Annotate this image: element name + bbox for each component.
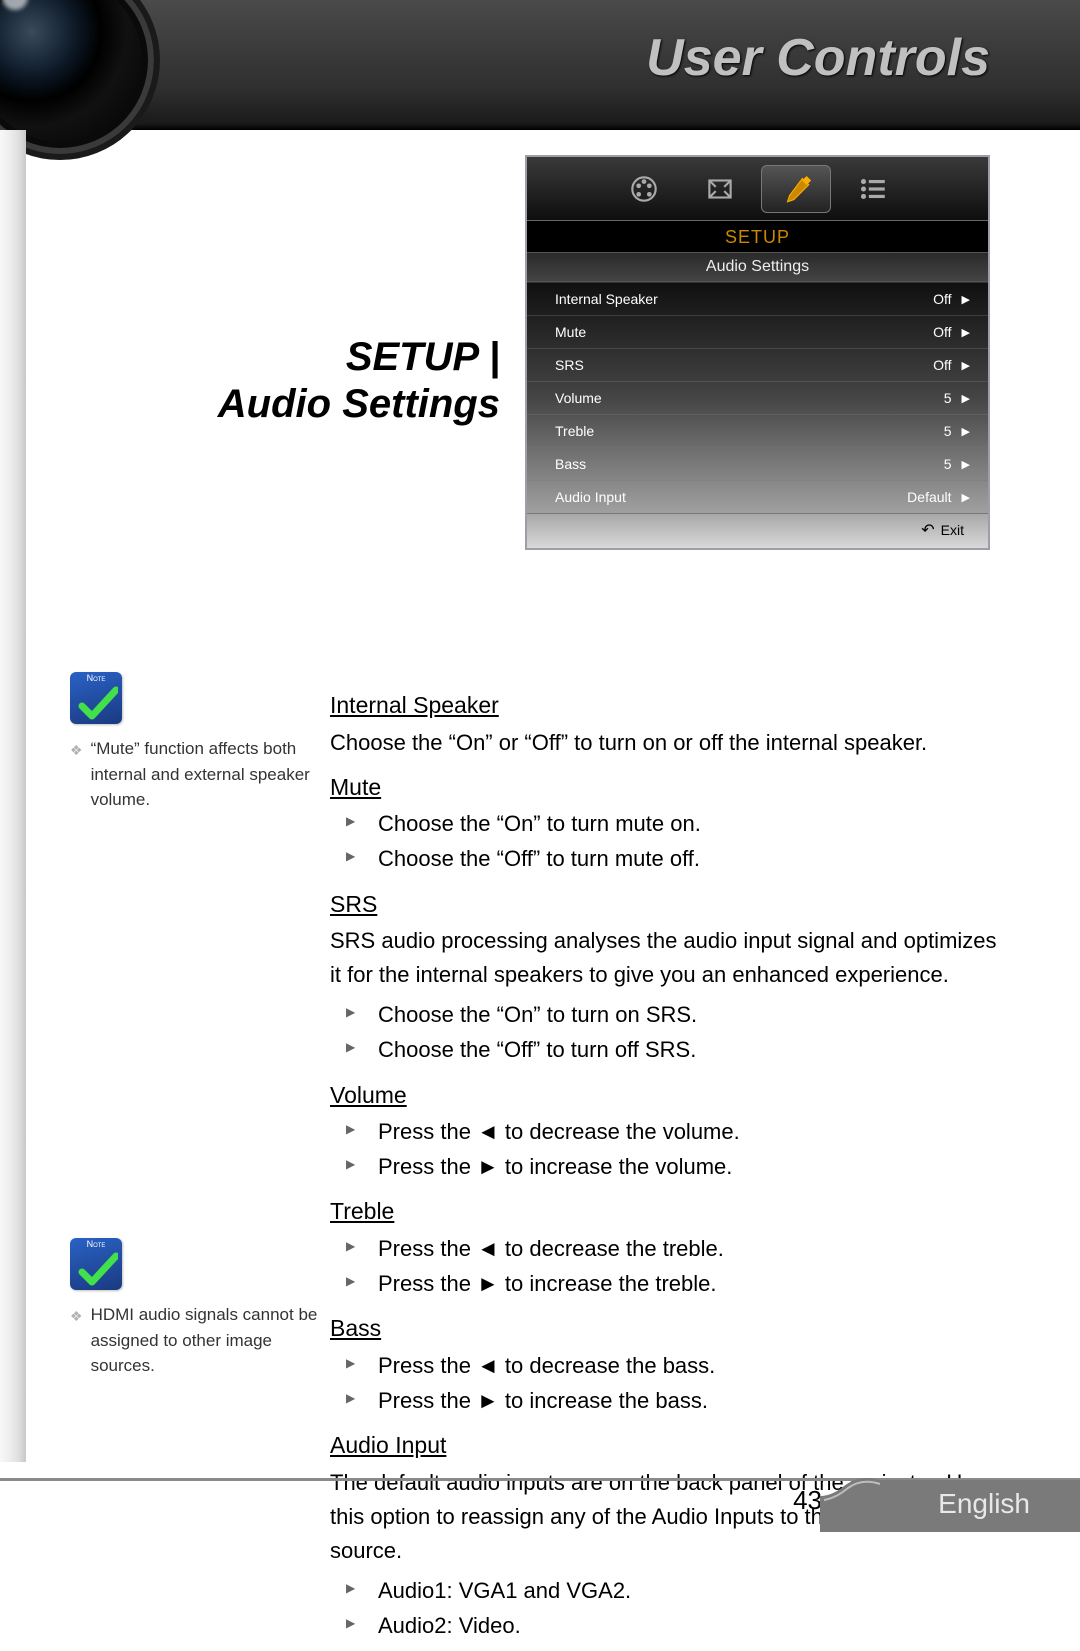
note-box: ❖ HDMI audio signals cannot be assigned …	[70, 1238, 320, 1379]
osd-item-label: SRS	[555, 357, 584, 373]
note-text: “Mute” function affects both internal an…	[91, 736, 320, 813]
note-bullet: ❖ “Mute” function affects both internal …	[70, 736, 320, 813]
osd-item-value: Default	[907, 489, 951, 505]
page-gutter	[0, 130, 26, 1462]
subhead-mute: Mute	[330, 770, 1005, 806]
display-tab-icon	[685, 165, 755, 213]
list-item: Press the ◄ to decrease the bass.	[364, 1349, 1005, 1383]
osd-exit-label: Exit	[941, 522, 964, 538]
osd-row: Mute Off ▶	[527, 316, 988, 349]
subhead-srs: SRS	[330, 887, 1005, 923]
osd-row: Bass 5 ▶	[527, 448, 988, 481]
osd-item-label: Treble	[555, 423, 594, 439]
diamond-bullet-icon: ❖	[70, 1306, 83, 1379]
osd-item-value: Off	[933, 357, 951, 373]
chapter-banner: User Controls	[0, 0, 1080, 130]
footer-tab: 43 English	[650, 1462, 1080, 1532]
page-footer: 43 English	[0, 1462, 1080, 1532]
list-item: Choose the “Off” to turn off SRS.	[364, 1033, 1005, 1067]
diamond-bullet-icon: ❖	[70, 740, 83, 813]
language-label: English	[938, 1488, 1030, 1520]
list-item: Choose the “On” to turn mute on.	[364, 807, 1005, 841]
osd-submenu-title: Audio Settings	[527, 252, 988, 282]
paragraph: Choose the “On” or “Off” to turn on or o…	[330, 726, 1005, 760]
bullet-list: Press the ◄ to decrease the volume. Pres…	[330, 1115, 1005, 1184]
return-icon: ↶	[921, 520, 934, 540]
note-box: ❖ “Mute” function affects both internal …	[70, 672, 320, 813]
subhead-volume: Volume	[330, 1078, 1005, 1114]
list-item: Audio2: Video.	[364, 1609, 1005, 1643]
osd-item-value: 5	[944, 423, 952, 439]
list-item: Press the ◄ to decrease the volume.	[364, 1115, 1005, 1149]
subhead-internal-speaker: Internal Speaker	[330, 688, 1005, 724]
page-title-line1: SETUP |	[218, 334, 500, 381]
subhead-audio-input: Audio Input	[330, 1428, 1005, 1464]
chevron-right-icon: ▶	[962, 458, 970, 471]
setup-tab-icon	[761, 165, 831, 213]
note-icon	[70, 672, 122, 724]
chapter-title: User Controls	[646, 28, 990, 88]
osd-item-value: Off	[933, 291, 951, 307]
osd-item-label: Internal Speaker	[555, 291, 658, 307]
list-item: Press the ► to increase the bass.	[364, 1384, 1005, 1418]
list-item: Choose the “On” to turn on SRS.	[364, 998, 1005, 1032]
osd-menu-title: SETUP	[527, 221, 988, 252]
subhead-bass: Bass	[330, 1311, 1005, 1347]
list-item: Press the ► to increase the volume.	[364, 1150, 1005, 1184]
osd-menu-screenshot: SETUP Audio Settings Internal Speaker Off…	[525, 155, 990, 550]
paragraph: SRS audio processing analyses the audio …	[330, 924, 1005, 992]
osd-item-value: Off	[933, 324, 951, 340]
list-item: Press the ► to increase the treble.	[364, 1267, 1005, 1301]
chevron-right-icon: ▶	[962, 425, 970, 438]
bullet-list: Press the ◄ to decrease the bass. Press …	[330, 1349, 1005, 1418]
note-bullet: ❖ HDMI audio signals cannot be assigned …	[70, 1302, 320, 1379]
list-item: Audio1: VGA1 and VGA2.	[364, 1574, 1005, 1608]
note-icon	[70, 1238, 122, 1290]
osd-tab-row	[527, 157, 988, 221]
bullet-list: Choose the “On” to turn on SRS. Choose t…	[330, 998, 1005, 1067]
osd-item-label: Audio Input	[555, 489, 626, 505]
osd-item-value: 5	[944, 456, 952, 472]
subhead-treble: Treble	[330, 1194, 1005, 1230]
chevron-right-icon: ▶	[962, 359, 970, 372]
image-tab-icon	[609, 165, 679, 213]
osd-item-label: Bass	[555, 456, 586, 472]
bullet-list: Choose the “On” to turn mute on. Choose …	[330, 807, 1005, 876]
osd-item-label: Volume	[555, 390, 602, 406]
osd-row: SRS Off ▶	[527, 349, 988, 382]
chevron-right-icon: ▶	[962, 392, 970, 405]
page-number: 43	[793, 1485, 822, 1516]
osd-item-label: Mute	[555, 324, 586, 340]
note-text: HDMI audio signals cannot be assigned to…	[91, 1302, 320, 1379]
list-item: Press the ◄ to decrease the treble.	[364, 1232, 1005, 1266]
osd-row: Audio Input Default ▶	[527, 481, 988, 513]
chevron-right-icon: ▶	[962, 491, 970, 504]
page-title-line2: Audio Settings	[218, 381, 500, 428]
page-title: SETUP | Audio Settings	[218, 334, 500, 428]
options-tab-icon	[837, 165, 907, 213]
bullet-list: Press the ◄ to decrease the treble. Pres…	[330, 1232, 1005, 1301]
osd-items: Internal Speaker Off ▶ Mute Off ▶ SRS Off ▶ Vo…	[527, 282, 988, 513]
osd-row: Treble 5 ▶	[527, 415, 988, 448]
osd-row: Volume 5 ▶	[527, 382, 988, 415]
chevron-right-icon: ▶	[962, 293, 970, 306]
osd-exit-row: ↶ Exit	[527, 513, 988, 548]
bullet-list: Audio1: VGA1 and VGA2. Audio2: Video.	[330, 1574, 1005, 1643]
osd-item-value: 5	[944, 390, 952, 406]
list-item: Choose the “Off” to turn mute off.	[364, 842, 1005, 876]
osd-row: Internal Speaker Off ▶	[527, 283, 988, 316]
chevron-right-icon: ▶	[962, 326, 970, 339]
